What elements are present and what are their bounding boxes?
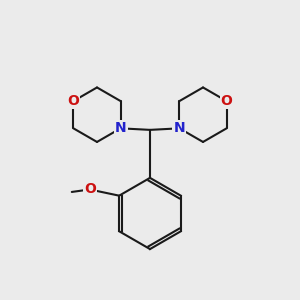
Text: O: O [84, 182, 96, 197]
Text: O: O [68, 94, 79, 108]
Text: O: O [221, 94, 232, 108]
Text: N: N [115, 121, 126, 135]
Text: N: N [174, 121, 185, 135]
